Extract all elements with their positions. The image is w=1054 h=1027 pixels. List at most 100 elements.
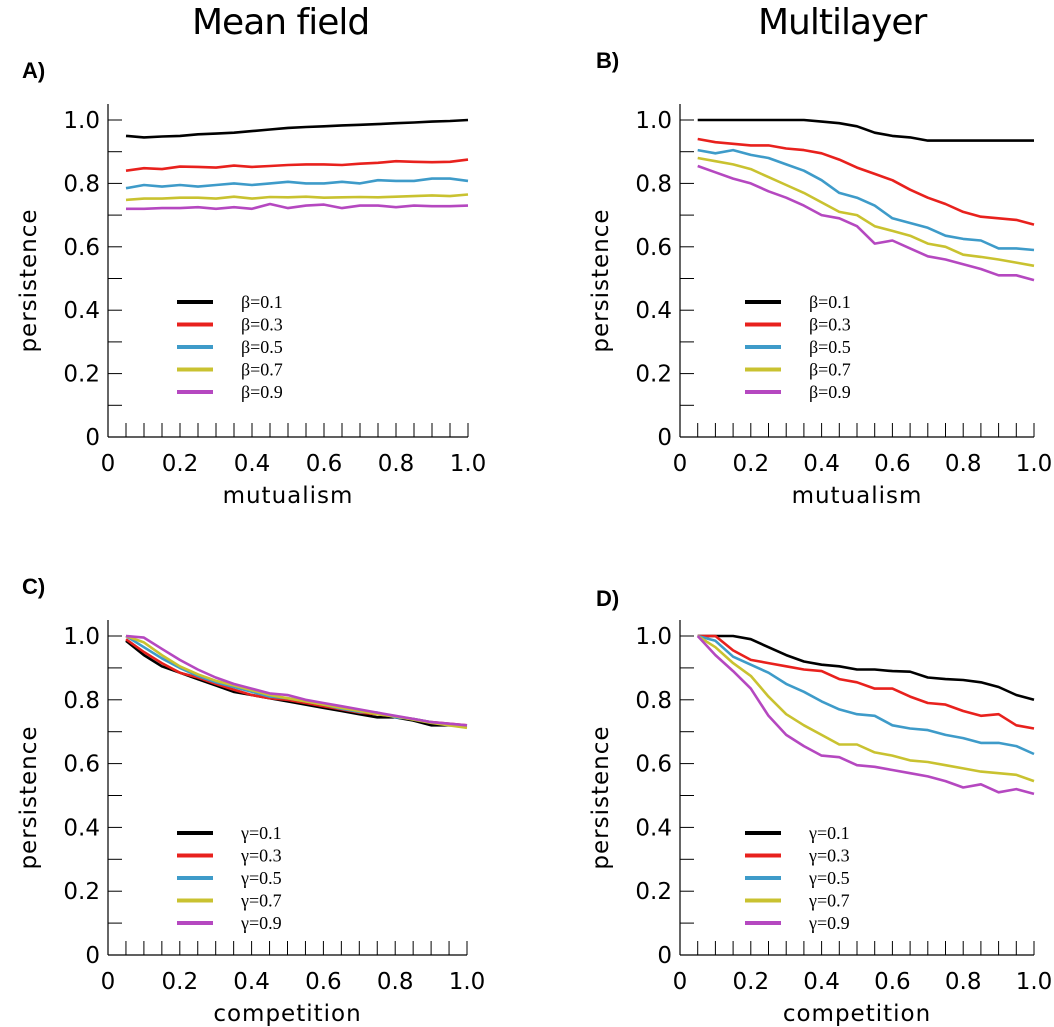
panel-a-legend-label-2: β=0.3 xyxy=(241,315,283,335)
panel-label-a: A) xyxy=(22,58,46,83)
panel-b-series-line-2 xyxy=(697,137,1035,226)
panel-d-legend-label-2: γ=0.3 xyxy=(808,846,850,866)
panel-b-legend-label-2: β=0.3 xyxy=(809,315,851,335)
panel-c-legend-label-1: γ=0.1 xyxy=(240,823,282,843)
panel-a-x-tick-label: 0.4 xyxy=(234,451,271,477)
panel-a-x-tick-label: 0.8 xyxy=(378,451,415,477)
panel-b-legend-label-1: β=0.1 xyxy=(809,292,851,312)
panel-a-series-line-2 xyxy=(125,158,469,172)
panel-b-y-tick-label: 1.0 xyxy=(635,108,672,134)
panel-c-x-tick-label: 0.6 xyxy=(305,969,342,995)
panel-c-y-tick-label: 1.0 xyxy=(63,624,100,650)
panel-b-legend-label-4: β=0.7 xyxy=(809,360,851,380)
panel-d-legend-label-5: γ=0.9 xyxy=(808,913,850,933)
panel-c-x-tick-label: 0.8 xyxy=(377,969,414,995)
panel-c-x-tick-label: 0.4 xyxy=(233,969,270,995)
panel-b-x-tick-label: 0.4 xyxy=(803,451,840,477)
panel-b-series-line-1 xyxy=(697,118,1034,142)
panel-a-x-tick-label: 0 xyxy=(101,451,116,477)
panel-a-legend-label-1: β=0.1 xyxy=(241,292,283,312)
panel-a-y-tick-label: 0 xyxy=(85,425,100,451)
panel-b-x-tick-label: 0 xyxy=(673,451,688,477)
panel-c-series-line-2 xyxy=(125,638,468,727)
panel-a-series-line-3 xyxy=(125,177,469,190)
panel-d-series-line-3 xyxy=(697,634,1035,756)
panel-d-x-tick-label: 0.6 xyxy=(874,969,911,995)
panel-b-y-tick-label: 0.6 xyxy=(635,235,672,261)
panel-c-legend-label-3: γ=0.5 xyxy=(240,868,282,888)
panel-c-y-axis-label: persistence xyxy=(16,725,42,869)
column-title-multilayer: Multilayer xyxy=(758,2,927,43)
panel-b-series-line-4 xyxy=(697,156,1035,268)
panel-a-series-line-4 xyxy=(125,193,469,202)
panel-a-x-tick-label: 0.2 xyxy=(162,451,199,477)
panel-c-series-line-3 xyxy=(125,634,468,728)
panel-a-y-tick-label: 1.0 xyxy=(63,108,100,134)
panel-a-x-tick-label: 0.6 xyxy=(306,451,343,477)
panel-label-d: D) xyxy=(596,586,620,611)
panel-d-y-tick-label: 0.8 xyxy=(635,688,672,714)
panel-a-legend-label-3: β=0.5 xyxy=(241,337,283,357)
panel-d-legend-label-1: γ=0.1 xyxy=(808,823,850,843)
panel-c-y-tick-label: 0.6 xyxy=(63,752,100,778)
panel-c-x-tick-label: 0.2 xyxy=(162,969,199,995)
panel-b-x-tick-label: 0.2 xyxy=(733,451,770,477)
panel-a-series-line-1 xyxy=(125,118,469,139)
panel-b-series-line-5 xyxy=(697,164,1035,282)
panel-b-legend-label-3: β=0.5 xyxy=(809,337,851,357)
panel-d-x-tick-label: 0 xyxy=(673,969,688,995)
panel-c-legend-label-2: γ=0.3 xyxy=(240,846,282,866)
panel-b-y-tick-label: 0.4 xyxy=(635,298,672,324)
panel-d-x-tick-label: 0.2 xyxy=(733,969,770,995)
panel-b-x-tick-label: 0.6 xyxy=(874,451,911,477)
panel-d-legend-label-4: γ=0.7 xyxy=(808,891,850,911)
panel-a-y-tick-label: 0.8 xyxy=(63,171,100,197)
panel-a-x-axis-label: mutualism xyxy=(223,483,354,509)
panel-c-legend-label-4: γ=0.7 xyxy=(240,891,282,911)
panel-d-y-tick-label: 0 xyxy=(657,943,672,969)
panel-d-series-line-4 xyxy=(697,634,1035,783)
panel-b-x-tick-label: 1.0 xyxy=(1016,451,1053,477)
panel-d-y-tick-label: 0.2 xyxy=(635,879,672,905)
panel-c-legend-label-5: γ=0.9 xyxy=(240,913,282,933)
panel-c-series-line-4 xyxy=(125,634,468,730)
panel-a-y-tick-label: 0.4 xyxy=(63,298,100,324)
panel-d-legend-label-3: γ=0.5 xyxy=(808,868,850,888)
panel-c-y-tick-label: 0.8 xyxy=(63,688,100,714)
panel-d-series-line-1 xyxy=(697,634,1035,702)
panel-b-y-tick-label: 0.8 xyxy=(635,171,672,197)
panel-d-y-tick-label: 0.6 xyxy=(635,752,672,778)
panel-c-y-tick-label: 0 xyxy=(85,943,100,969)
panel-b-y-axis-label: persistence xyxy=(588,208,614,352)
panel-d-y-tick-label: 0.4 xyxy=(635,815,672,841)
panel-d-x-axis-label: competition xyxy=(783,1001,931,1027)
panel-label-c: C) xyxy=(22,574,46,599)
panel-b-legend-label-5: β=0.9 xyxy=(809,382,851,402)
panel-b-x-tick-label: 0.8 xyxy=(945,451,982,477)
panel-c-x-tick-label: 1.0 xyxy=(449,969,486,995)
panel-b-y-tick-label: 0.2 xyxy=(635,362,672,388)
column-title-mean-field: Mean field xyxy=(192,2,370,43)
panel-d-x-tick-label: 0.8 xyxy=(945,969,982,995)
panel-c-y-tick-label: 0.4 xyxy=(63,815,100,841)
panel-b-series-line-3 xyxy=(697,148,1035,252)
panel-d-y-axis-label: persistence xyxy=(588,725,614,869)
panel-c-series-line-5 xyxy=(125,634,468,727)
panel-c-x-tick-label: 0 xyxy=(101,969,116,995)
panel-a-y-tick-label: 0.6 xyxy=(63,235,100,261)
panel-d-x-tick-label: 0.4 xyxy=(803,969,840,995)
panel-a-legend-label-4: β=0.7 xyxy=(241,360,283,380)
panel-b-x-axis-label: mutualism xyxy=(792,483,923,509)
panel-d-x-tick-label: 1.0 xyxy=(1016,969,1053,995)
panel-a-x-tick-label: 1.0 xyxy=(450,451,487,477)
panel-d-series-line-5 xyxy=(696,635,1035,796)
panel-c-x-axis-label: competition xyxy=(213,1001,361,1027)
panel-b-y-tick-label: 0 xyxy=(657,425,672,451)
panel-a-series-line-5 xyxy=(126,202,469,211)
panel-c-series-line-1 xyxy=(125,639,467,727)
panel-d-y-tick-label: 1.0 xyxy=(635,624,672,650)
panel-d-series-line-2 xyxy=(697,634,1035,730)
panel-c-y-tick-label: 0.2 xyxy=(63,879,100,905)
panel-a-legend-label-5: β=0.9 xyxy=(241,382,283,402)
